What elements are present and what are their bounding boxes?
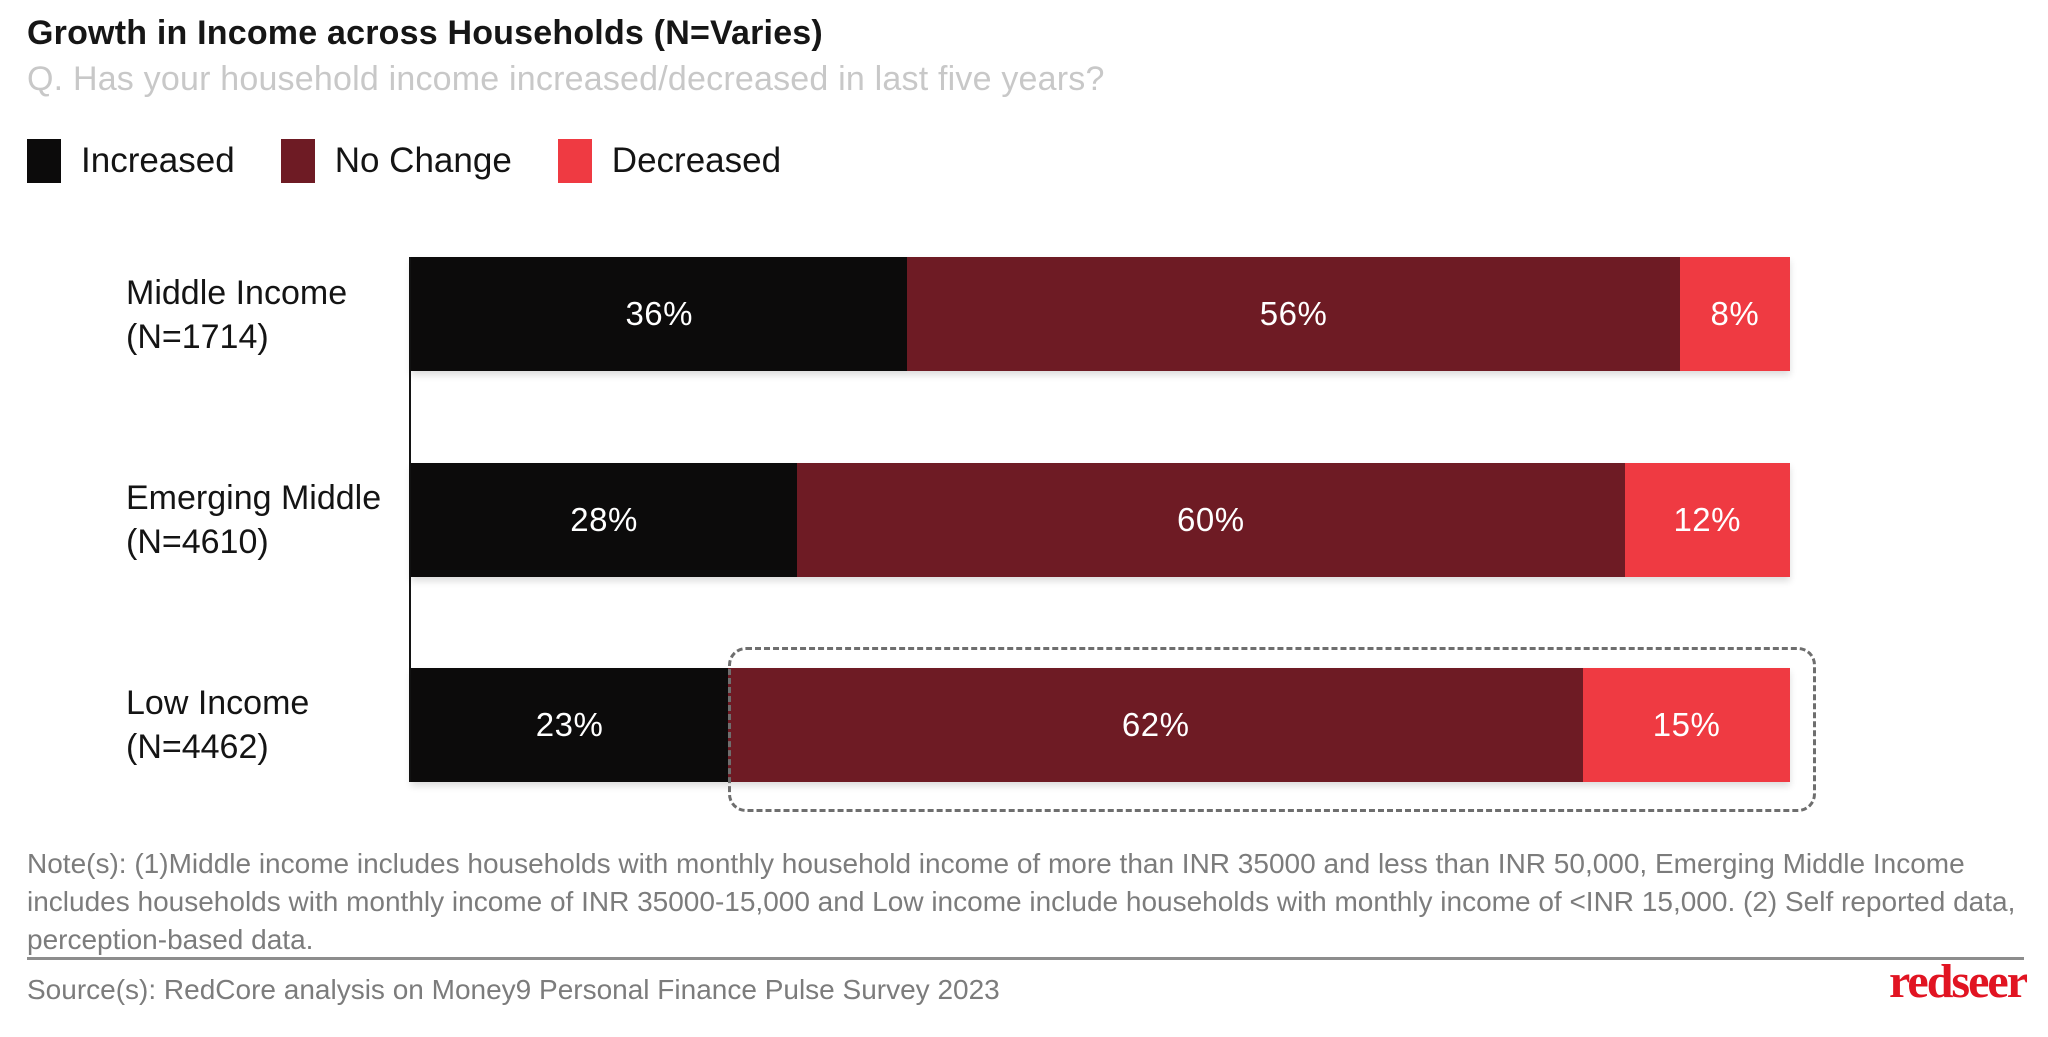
bar-segment-increased: 28% [411,463,798,577]
legend-swatch-no-change-icon [280,139,315,183]
bar-middle-income: 36% 56% 8% [411,257,1790,371]
bar-segment-decreased: 15% [1583,668,1790,782]
legend-label-no-change: No Change [334,141,512,180]
value-label: 56% [1259,295,1328,332]
bar-segment-increased: 23% [411,668,729,782]
value-label: 12% [1673,501,1742,538]
source-text: Source(s): RedCore analysis on Money9 Pe… [27,974,1000,1005]
divider-line [27,957,2024,960]
category-label-line1: Middle Income [126,274,348,312]
value-label: 15% [1652,706,1721,743]
legend-label-decreased: Decreased [611,141,782,180]
bar-segment-no-change: 60% [797,463,1625,577]
category-label-line2: (N=1714) [126,318,269,356]
value-label: 8% [1710,295,1760,332]
value-label: 60% [1177,501,1245,538]
category-label-line1: Emerging Middle [126,479,382,517]
category-label-line1: Low Income [126,684,310,722]
legend: Increased No Change Decreased [27,139,781,183]
page-subtitle: Q. Has your household income increased/d… [27,60,1105,98]
value-label: 23% [535,706,604,743]
bar-segment-no-change: 62% [728,668,1584,782]
category-label-middle-income: Middle Income (N=1714) [126,271,406,359]
bar-segment-no-change: 56% [907,257,1680,371]
legend-item-decreased: Decreased [557,139,782,183]
category-label-line2: (N=4610) [126,523,269,561]
notes-text: Note(s): (1)Middle income includes house… [27,848,2016,955]
category-label-low-income: Low Income (N=4462) [126,681,406,769]
legend-swatch-decreased-icon [557,139,592,183]
bar-segment-increased: 36% [411,257,908,371]
legend-label-increased: Increased [81,141,235,180]
legend-swatch-increased-icon [27,139,61,183]
category-label-emerging-middle: Emerging Middle (N=4610) [126,476,406,564]
value-label: 36% [625,295,693,332]
bar-segment-decreased: 8% [1679,257,1790,371]
legend-item-no-change: No Change [280,139,512,183]
bar-emerging-middle: 28% 60% 12% [411,463,1790,577]
bar-segment-decreased: 12% [1624,463,1790,577]
bar-low-income: 23% 62% 15% [411,647,1816,812]
legend-item-increased: Increased [27,139,235,183]
page-title: Growth in Income across Households (N=Va… [27,14,823,52]
category-label-line2: (N=4462) [126,728,269,766]
redseer-logo: redseer [1888,955,2028,1008]
y-axis-line [409,257,411,782]
value-label: 62% [1121,706,1190,743]
value-label: 28% [570,501,638,538]
